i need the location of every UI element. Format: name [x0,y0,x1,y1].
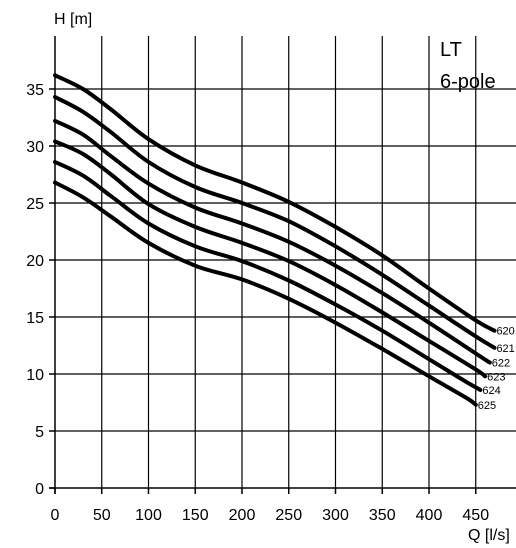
x-tick-label: 400 [416,507,443,524]
curve-label-622: 622 [492,358,510,370]
axes [49,36,516,494]
curve-625 [53,180,478,407]
x-tick-label: 350 [369,507,396,524]
x-tick-label: 50 [93,507,111,524]
pump-curves [53,73,497,407]
y-tick-label: 15 [26,310,44,327]
grid [55,36,516,488]
tick-labels: 0 50 100 150 200 250 300 350 400 450 0 5 10 15 20 25 30 3… [26,82,489,524]
y-tick-label: 0 [35,481,44,498]
y-tick-label: 35 [26,82,44,99]
x-tick-label: 150 [182,507,209,524]
y-axis-label: H [m] [54,11,92,28]
x-axis-label: Q [l/s] [468,527,510,544]
curve-label-621: 621 [496,343,514,355]
info-box: LT 6-pole [440,39,496,93]
curve-label-625: 625 [478,400,496,412]
curve-623 [53,139,488,379]
y-tick-label: 25 [26,196,44,213]
y-tick-label: 10 [26,367,44,384]
curve-label-620: 620 [496,326,514,338]
info-box-line-2: 6-pole [440,71,496,93]
x-tick-label: 250 [275,507,302,524]
x-tick-label: 100 [135,507,162,524]
curve-624 [53,160,483,392]
curve-622 [53,118,492,365]
x-tick-label: 0 [51,507,60,524]
curve-621 [53,95,497,350]
info-box-line-1: LT [440,39,462,61]
y-tick-label: 30 [26,139,44,156]
y-tick-label: 20 [26,253,44,270]
x-tick-label: 300 [322,507,349,524]
x-tick-label: 200 [229,507,256,524]
curve-label-623: 623 [487,371,505,383]
curve-620 [53,73,497,333]
curve-label-624: 624 [482,385,500,397]
y-tick-label: 5 [35,424,44,441]
x-tick-label: 450 [462,507,489,524]
